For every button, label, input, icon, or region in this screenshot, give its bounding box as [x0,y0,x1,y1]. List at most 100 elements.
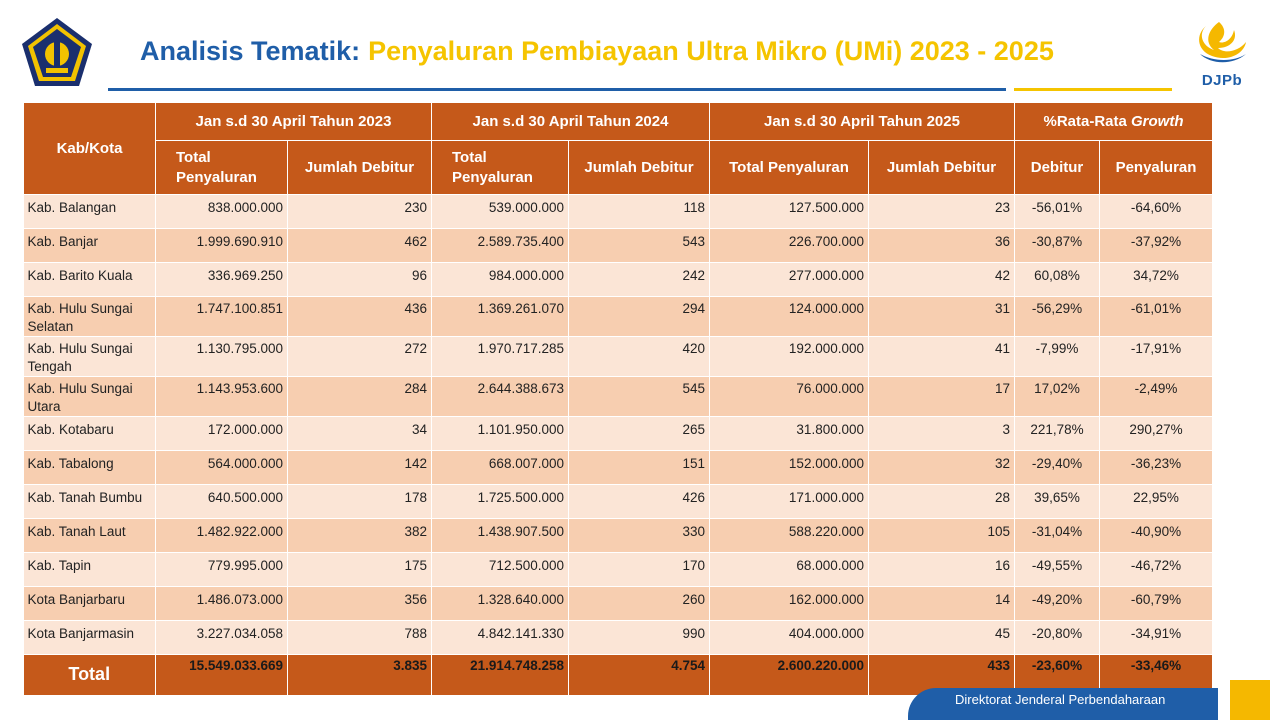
cell-kab-kota: Kab. Tanah Laut [23,518,156,553]
cell-kab-kota: Kab. Tanah Bumbu [23,484,156,519]
cell-growth-penyaluran: -61,01% [1099,296,1213,337]
cell-jumlah-debitur-2025: 105 [868,518,1015,553]
cell-growth-debitur: -49,20% [1014,586,1100,621]
cell-jumlah-debitur-2024: 170 [568,552,710,587]
cell-jumlah-debitur-2023: 178 [287,484,432,519]
cell-jumlah-debitur-2023: 34 [287,416,432,451]
cell-growth-debitur: -7,99% [1014,336,1100,377]
cell-total-penyaluran-2024: 4.842.141.330 [431,620,569,655]
cell-jumlah-debitur-2023: 272 [287,336,432,377]
cell-growth-debitur: 39,65% [1014,484,1100,519]
header-total-penyaluran-2023: Total Penyaluran [155,140,288,195]
cell-growth-debitur: -31,04% [1014,518,1100,553]
cell-jumlah-debitur-2025: 23 [868,194,1015,229]
cell-growth-penyaluran: 22,95% [1099,484,1213,519]
cell-jumlah-debitur-2025: 32 [868,450,1015,485]
header-jumlah-debitur-2025: Jumlah Debitur [868,140,1015,195]
footer-accent-square [1230,680,1270,720]
cell-jumlah-debitur-2023: 230 [287,194,432,229]
title-underline-blue [108,88,1006,91]
djpb-logo-text: DJPb [1201,72,1243,89]
cell-total-penyaluran-2024: 1.101.950.000 [431,416,569,451]
title-underline-gold [1014,88,1172,91]
table-row: Kab. Balangan 838.000.000 230 539.000.000 11… [23,194,1213,229]
cell-total-penyaluran-2024: 2.644.388.673 [431,376,569,417]
page-title: Analisis Tematik: Penyaluran Pembiayaan U… [140,31,1054,71]
header-growth-prefix: %Rata-Rata [1043,113,1132,130]
header-growth-italic: Growth [1131,113,1184,130]
cell-jumlah-debitur-2024: 990 [568,620,710,655]
cell-jumlah-debitur-2024: 294 [568,296,710,337]
cell-total-penyaluran-2024: 1.970.717.285 [431,336,569,377]
header-2024: Jan s.d 30 April Tahun 2024 [431,102,710,141]
cell-total-penyaluran-2023: 1.130.795.000 [155,336,288,377]
cell-total-penyaluran-2023: 1.747.100.851 [155,296,288,337]
cell-jumlah-debitur-2025: 28 [868,484,1015,519]
table-row: Kab. Tapin 779.995.000 175 712.500.000 170 68… [23,552,1213,587]
cell-total-penyaluran-2023: 1.143.953.600 [155,376,288,417]
total-total-penyaluran-2024: 21.914.748.258 [431,654,569,695]
cell-jumlah-debitur-2025: 14 [868,586,1015,621]
cell-jumlah-debitur-2023: 462 [287,228,432,263]
cell-total-penyaluran-2025: 127.500.000 [709,194,869,229]
cell-total-penyaluran-2025: 404.000.000 [709,620,869,655]
cell-growth-debitur: -56,29% [1014,296,1100,337]
cell-jumlah-debitur-2023: 788 [287,620,432,655]
cell-growth-penyaluran: -37,92% [1099,228,1213,263]
table-row: Kab. Hulu Sungai Tengah 1.130.795.000 272 1… [23,336,1213,377]
cell-growth-penyaluran: -40,90% [1099,518,1213,553]
cell-jumlah-debitur-2023: 382 [287,518,432,553]
cell-jumlah-debitur-2024: 265 [568,416,710,451]
title-prefix: Analisis Tematik: [140,36,361,66]
cell-growth-penyaluran: 34,72% [1099,262,1213,297]
total-total-penyaluran-2025: 2.600.220.000 [709,654,869,695]
cell-total-penyaluran-2025: 124.000.000 [709,296,869,337]
cell-total-penyaluran-2024: 668.007.000 [431,450,569,485]
cell-total-penyaluran-2025: 162.000.000 [709,586,869,621]
header-total-penyaluran-2025: Total Penyaluran [709,140,869,195]
cell-kab-kota: Kab. Barito Kuala [23,262,156,297]
header-growth-debitur: Debitur [1014,140,1100,195]
cell-kab-kota: Kab. Tabalong [23,450,156,485]
total-jumlah-debitur-2025: 433 [868,654,1015,695]
cell-jumlah-debitur-2023: 436 [287,296,432,337]
cell-jumlah-debitur-2023: 96 [287,262,432,297]
cell-kab-kota: Kota Banjarbaru [23,586,156,621]
cell-total-penyaluran-2025: 277.000.000 [709,262,869,297]
cell-total-penyaluran-2023: 640.500.000 [155,484,288,519]
footer-bar [908,688,1218,720]
table-row: Kab. Banjar 1.999.690.910 462 2.589.735.400… [23,228,1213,263]
cell-jumlah-debitur-2023: 142 [287,450,432,485]
cell-jumlah-debitur-2024: 426 [568,484,710,519]
total-jumlah-debitur-2023: 3.835 [287,654,432,695]
table-body: Kab. Balangan 838.000.000 230 539.000.000 11… [23,194,1213,695]
cell-jumlah-debitur-2024: 543 [568,228,710,263]
cell-total-penyaluran-2023: 3.227.034.058 [155,620,288,655]
cell-jumlah-debitur-2023: 356 [287,586,432,621]
djpb-swoosh-icon [1199,22,1246,63]
table-row: Kab. Kotabaru 172.000.000 34 1.101.950.000 2… [23,416,1213,451]
cell-jumlah-debitur-2024: 118 [568,194,710,229]
header-growth: %Rata-Rata Growth [1014,102,1213,141]
cell-total-penyaluran-2023: 838.000.000 [155,194,288,229]
cell-growth-penyaluran: -17,91% [1099,336,1213,377]
total-kab-kota: Total [23,654,156,695]
total-jumlah-debitur-2024: 4.754 [568,654,710,695]
table-row: Kab. Tanah Laut 1.482.922.000 382 1.438.907… [23,518,1213,553]
cell-total-penyaluran-2024: 1.725.500.000 [431,484,569,519]
cell-kab-kota: Kab. Kotabaru [23,416,156,451]
cell-growth-penyaluran: -34,91% [1099,620,1213,655]
cell-total-penyaluran-2025: 31.800.000 [709,416,869,451]
cell-jumlah-debitur-2025: 17 [868,376,1015,417]
cell-growth-penyaluran: -2,49% [1099,376,1213,417]
cell-total-penyaluran-2023: 336.969.250 [155,262,288,297]
header-kab-kota: Kab/Kota [23,102,156,195]
cell-jumlah-debitur-2025: 36 [868,228,1015,263]
cell-jumlah-debitur-2025: 42 [868,262,1015,297]
cell-jumlah-debitur-2025: 3 [868,416,1015,451]
cell-growth-debitur: -49,55% [1014,552,1100,587]
cell-growth-debitur: -29,40% [1014,450,1100,485]
cell-total-penyaluran-2023: 172.000.000 [155,416,288,451]
cell-kab-kota: Kab. Balangan [23,194,156,229]
cell-growth-debitur: -56,01% [1014,194,1100,229]
